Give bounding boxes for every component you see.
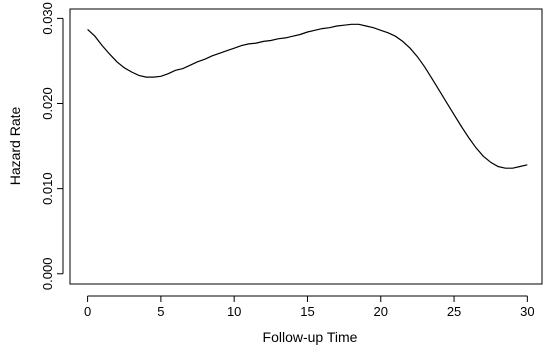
y-axis-title: Hazard Rate: [7, 106, 23, 185]
y-axis: 0.000 0.010 0.020 0.030: [40, 2, 64, 291]
series-group: [87, 23, 528, 169]
y-tick-label: 0.000: [40, 258, 55, 291]
x-tick-label: 0: [84, 304, 91, 319]
plot-frame: [69, 8, 543, 285]
plot-border: [69, 8, 543, 285]
x-tick-label: 15: [300, 304, 314, 319]
x-axis-title: Follow-up Time: [263, 329, 358, 345]
x-tick-label: 30: [520, 304, 534, 319]
hazard-rate-line: [87, 23, 528, 169]
x-axis: 0 5 10 15 20 25 30: [84, 295, 535, 319]
y-tick-label: 0.010: [40, 172, 55, 205]
y-tick-label: 0.030: [40, 2, 55, 35]
x-tick-label: 10: [227, 304, 241, 319]
y-tick-label: 0.020: [40, 87, 55, 120]
x-tick-label: 25: [447, 304, 461, 319]
x-tick-label: 5: [157, 304, 164, 319]
x-tick-label: 20: [374, 304, 388, 319]
